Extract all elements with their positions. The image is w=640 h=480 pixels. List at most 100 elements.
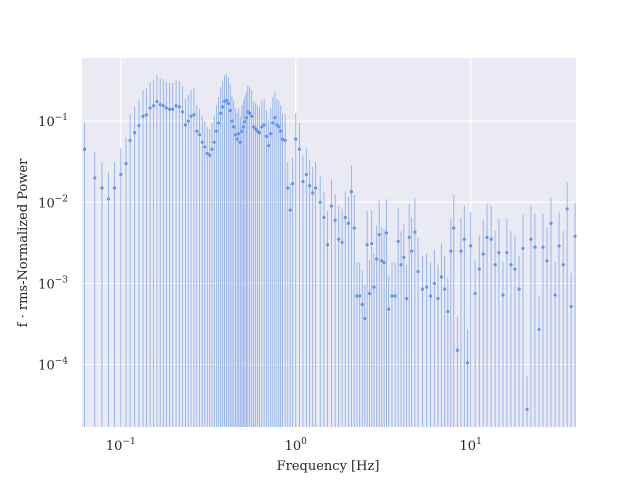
- data-point: [232, 125, 236, 129]
- data-point: [254, 127, 258, 131]
- data-point: [525, 407, 529, 412]
- data-point: [493, 263, 497, 267]
- data-point: [314, 186, 318, 190]
- data-point: [343, 215, 347, 220]
- data-point: [407, 235, 411, 239]
- data-point: [224, 98, 229, 103]
- data-point: [399, 263, 403, 267]
- data-point: [420, 287, 425, 291]
- y-tick-label: 10−1: [38, 113, 68, 130]
- data-point: [152, 104, 156, 108]
- data-point: [189, 114, 193, 118]
- data-point: [505, 250, 509, 255]
- data-point: [569, 304, 573, 309]
- data-point: [277, 125, 281, 129]
- data-point: [208, 153, 212, 157]
- data-point: [264, 134, 269, 138]
- data-point: [248, 111, 252, 115]
- data-point: [304, 172, 308, 177]
- data-point: [325, 243, 330, 247]
- data-point: [497, 250, 501, 255]
- data-point: [318, 200, 322, 204]
- data-point: [93, 176, 97, 180]
- data-point: [271, 121, 275, 125]
- data-point: [537, 327, 541, 332]
- data-point: [214, 129, 219, 133]
- data-point: [237, 132, 241, 136]
- data-point: [477, 267, 481, 271]
- data-point: [481, 252, 485, 256]
- data-point: [307, 184, 312, 188]
- data-point: [469, 244, 473, 248]
- data-point: [349, 190, 353, 194]
- data-point: [337, 237, 341, 241]
- data-point: [144, 113, 148, 117]
- data-point: [452, 226, 456, 230]
- data-point: [180, 110, 185, 114]
- data-point: [158, 102, 162, 107]
- data-points: [82, 98, 577, 412]
- y-tick-label: 10−2: [38, 194, 68, 211]
- data-point: [238, 140, 242, 144]
- data-point: [459, 249, 463, 253]
- data-point: [252, 125, 256, 129]
- data-point: [167, 107, 172, 111]
- data-point: [333, 218, 337, 222]
- data-point: [346, 221, 351, 225]
- x-tick-label: 101: [460, 437, 482, 454]
- data-point: [455, 348, 460, 352]
- data-point: [164, 106, 168, 110]
- data-point: [410, 249, 414, 253]
- data-point: [382, 261, 386, 265]
- data-point: [363, 316, 367, 321]
- x-axis-label: Frequency [Hz]: [277, 459, 380, 474]
- data-point: [432, 281, 436, 286]
- data-point: [365, 243, 369, 247]
- data-point: [390, 294, 394, 298]
- data-point: [240, 129, 244, 133]
- data-point: [244, 116, 248, 120]
- data-point: [370, 241, 374, 246]
- data-point: [446, 309, 450, 314]
- y-tick-labels: 10−1 10−2 10−3 10−4: [38, 113, 68, 373]
- data-point: [297, 147, 302, 151]
- x-tick-labels: 10−1 100 101: [106, 437, 482, 454]
- data-point: [393, 294, 397, 298]
- data-point: [439, 275, 443, 279]
- data-point: [425, 285, 429, 289]
- data-point: [294, 137, 298, 141]
- data-point: [288, 208, 292, 212]
- data-point: [128, 138, 132, 142]
- y-tick-label: 10−4: [38, 357, 68, 374]
- data-point: [322, 215, 326, 220]
- data-point: [203, 145, 207, 149]
- data-point: [226, 101, 230, 106]
- data-point: [257, 131, 262, 135]
- data-point: [449, 249, 453, 253]
- data-point: [279, 129, 283, 133]
- data-point: [360, 302, 364, 307]
- data-point: [375, 257, 379, 261]
- data-point: [489, 237, 493, 241]
- x-tick-label: 10−1: [106, 437, 136, 454]
- data-point: [230, 119, 234, 123]
- data-point: [404, 296, 409, 301]
- data-point: [124, 161, 128, 166]
- data-point: [372, 285, 376, 289]
- data-point: [183, 123, 187, 127]
- data-point: [501, 293, 505, 297]
- data-point: [262, 123, 266, 127]
- data-point: [280, 137, 285, 141]
- data-point: [82, 147, 87, 151]
- y-tick-label: 10−3: [38, 275, 68, 292]
- data-point: [311, 191, 315, 195]
- data-point: [197, 133, 202, 137]
- data-point: [205, 151, 209, 156]
- data-point: [171, 107, 175, 111]
- data-point: [443, 287, 447, 291]
- data-point: [384, 231, 389, 235]
- data-point: [355, 294, 359, 298]
- data-point: [557, 244, 561, 248]
- data-point: [549, 221, 553, 225]
